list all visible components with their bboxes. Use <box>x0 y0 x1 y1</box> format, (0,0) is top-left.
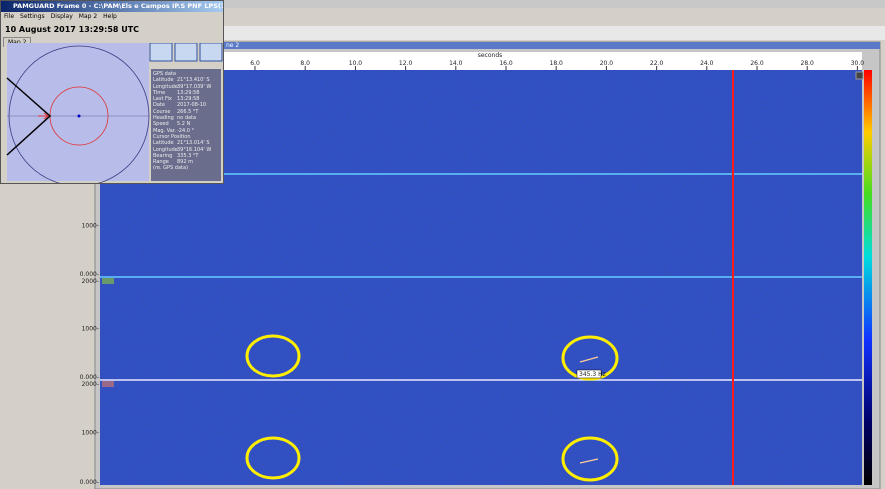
highlight-circle <box>561 335 619 381</box>
strip-marker <box>102 278 114 284</box>
gps-value: 5.2 N <box>177 121 191 128</box>
gps-label: Course <box>153 108 171 115</box>
gps-row: Longitude39°16.104' W <box>153 147 219 153</box>
time-tick-label: 18.0 <box>550 60 564 67</box>
time-tick-label: 26.0 <box>750 60 764 67</box>
freq-label: 0.000- <box>80 479 99 486</box>
whistle-contour <box>579 458 599 464</box>
gps-panel: GPS data Latitude 21°13.410' S Longitude39°… <box>151 69 221 181</box>
panel-button[interactable] <box>855 71 864 80</box>
gps-row: Bearing 335.3 °T <box>153 153 219 159</box>
gps-label: Heading <box>153 115 174 122</box>
datetime: 10 August 2017 13:29:58 UTC <box>5 25 140 34</box>
spectrogram-noise <box>100 380 862 485</box>
tooltip <box>576 369 602 379</box>
time-tick-label: 20.0 <box>600 60 614 67</box>
freq-label: 1000- <box>82 326 99 333</box>
time-tick-label: 14.0 <box>449 60 463 67</box>
strip-marker <box>102 381 114 387</box>
time-tick-label: 6.0 <box>250 60 260 67</box>
highlight-circle <box>245 436 301 480</box>
gps-row: Heading no data <box>153 115 219 121</box>
menu-item[interactable]: Display <box>50 13 73 20</box>
gps-label: Bearing <box>153 152 173 159</box>
highlight-circle <box>561 436 619 482</box>
spectrogram-noise <box>100 174 862 277</box>
gps-row: Latitude 21°13.410' S <box>153 77 219 83</box>
gps-row: Latitude 21°13.014' S <box>153 140 219 146</box>
spectrogram-noise <box>100 70 862 174</box>
time-tick-label: 16.0 <box>499 60 513 67</box>
gps-row: Longitude39°17.039' W <box>153 84 219 90</box>
freq-label: 1000- <box>82 223 99 230</box>
gps-value: 892 m <box>177 159 194 166</box>
gps-row: Mag. Var.-24.0 ° <box>153 128 219 134</box>
gps-label: Last Fix <box>153 96 172 103</box>
gps-label: Time <box>153 89 166 96</box>
gps-value: no data <box>177 115 197 122</box>
time-axis <box>100 52 862 70</box>
freq-label: 2000- <box>82 278 99 285</box>
gps-row: Time 13:29:58 <box>153 90 219 96</box>
menu-item[interactable]: File <box>4 13 15 20</box>
menu-bar: File Settings Display Map 2 Help <box>1 12 223 22</box>
menu-item[interactable]: Settings <box>20 13 45 20</box>
spectrogram-noise <box>100 277 862 380</box>
freq-label: 0.000- <box>80 374 99 381</box>
gps-value: 2017-08-10 <box>177 102 207 109</box>
gps-label: Latitude <box>153 140 174 147</box>
gps-row: Range 892 m <box>153 159 219 165</box>
freq-label: 2000- <box>82 381 99 388</box>
cursor-note: (re. GPS data) <box>153 165 189 172</box>
window-title: PAMGUARD Frame 0 - C:\PAM\Els e Campos I… <box>1 1 223 12</box>
time-tick-label: 10.0 <box>349 60 363 67</box>
gps-label: Speed <box>153 121 169 128</box>
frame-tab: ne 2 <box>226 42 239 49</box>
gps-value: 13:29:58 <box>177 96 200 103</box>
whistle-contour <box>579 356 599 363</box>
map-tab[interactable]: Map 2 <box>3 37 32 47</box>
gps-row: Last Fix 13:29:58 <box>153 96 219 102</box>
menu-item[interactable]: Help <box>103 13 117 20</box>
time-tick-label: 24.0 <box>700 60 714 67</box>
time-tick-label: 8.0 <box>300 60 310 67</box>
menu-item[interactable]: Map 2 <box>78 13 98 20</box>
gps-value: 335.3 °T <box>177 152 199 159</box>
freq-label: 1000- <box>82 430 99 437</box>
time-tick-label: 12.0 <box>399 60 413 67</box>
gps-value: 13:29:58 <box>177 89 200 96</box>
map-window: PAMGUARD Frame 0 - C:\PAM\Els e Campos I… <box>0 0 224 184</box>
axis-title: seconds <box>478 52 503 59</box>
freq-label: 0.000- <box>80 271 99 278</box>
gps-value: 39°17.039' W <box>177 83 212 90</box>
gps-row: Date 2017-08-10 <box>153 102 219 108</box>
gps-heading: GPS data <box>153 71 176 77</box>
gps-label: Date <box>153 102 165 109</box>
color-bar <box>864 70 872 485</box>
detections: 345.3 Hz <box>245 334 619 482</box>
frame-tab-bar <box>95 42 880 49</box>
time-tick-label: 28.0 <box>801 60 815 67</box>
highlight-circle <box>245 334 301 378</box>
gps-value: -24.0 ° <box>177 127 195 134</box>
gps-row: Speed 5.2 N <box>153 121 219 127</box>
gps-value: 39°16.104' W <box>177 146 212 153</box>
gps-row: Course 266.5 °T <box>153 109 219 115</box>
gps-label: Longitude <box>153 83 178 90</box>
map <box>6 43 223 183</box>
time-tick-label: 22.0 <box>650 60 664 67</box>
gps-label: Range <box>153 159 169 166</box>
gps-label: Mag. Var. <box>153 127 177 134</box>
gps-label: Latitude <box>153 77 174 84</box>
gps-label: Longitude <box>153 146 178 153</box>
cursor-heading: Cursor Position <box>153 133 191 140</box>
time-tick-label: 30.0 <box>851 60 865 67</box>
gps-value: 21°13.014' S <box>177 140 210 147</box>
top-bar <box>0 0 885 8</box>
gps-value: 21°13.410' S <box>177 77 210 84</box>
gps-value: 266.5 °T <box>177 108 199 115</box>
tooltip-text: 345.3 Hz <box>579 371 606 378</box>
